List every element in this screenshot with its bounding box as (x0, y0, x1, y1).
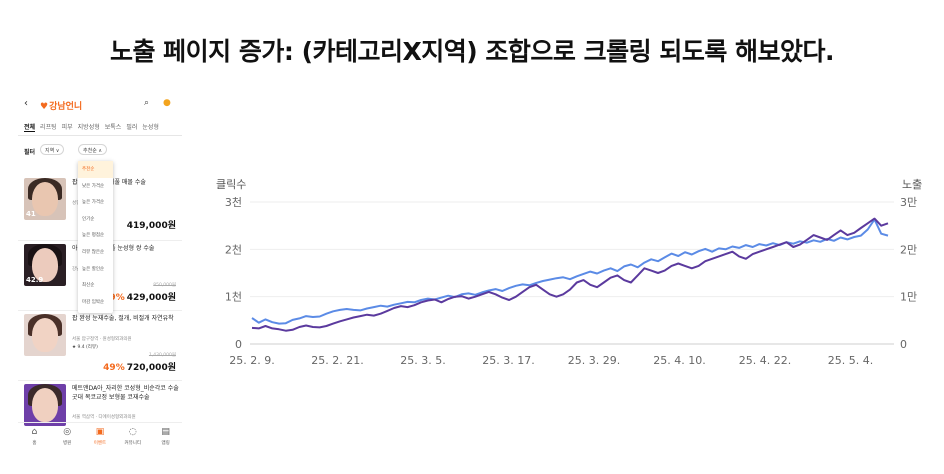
item-title: 메트앤DA아_자리한 코성형_비순각코 수술 굿대 복코교정 보형물 코재수술 (72, 385, 179, 401)
y-axis-left-title: 클릭수 (216, 178, 246, 191)
y-axis-right-title: 노출 (902, 178, 922, 191)
app-screenshot: ‹ ♥강남언니 ⌕ ● 전체 리프팅 피부 지방성형 보톡스 필러 눈성형 필터… (18, 92, 182, 454)
app-top-bar: ‹ ♥강남언니 ⌕ ● (22, 98, 178, 112)
x-tick: 25. 3. 5. (400, 354, 445, 367)
search-icon[interactable]: ⌕ (144, 98, 150, 108)
x-tick: 25. 5. 4. (828, 354, 873, 367)
headline: 노출 페이지 증가: (카테고리X지역) 조합으로 크롤링 되도록 해보았다. (109, 37, 835, 66)
y-tick-right: 0 (900, 338, 907, 351)
item-clinic: 서울 역삼역 · 디에이성형외과의원 (72, 415, 136, 420)
item-price: 720,000원 (126, 363, 176, 373)
tab-botox[interactable]: 보톡스 (104, 124, 122, 131)
tab-skin[interactable]: 피부 (61, 124, 73, 131)
sort-option[interactable]: 추천순 (78, 161, 113, 178)
series-line-clicks (251, 217, 889, 332)
sort-option[interactable]: 높은 평점순 (82, 233, 105, 239)
tab-lifting[interactable]: 리프팅 (40, 124, 57, 131)
category-tabs: 전체 리프팅 피부 지방성형 보톡스 필러 눈성형 (24, 122, 180, 132)
profile-icon[interactable]: ● (163, 98, 171, 108)
x-tick: 25. 3. 17. (482, 354, 534, 367)
nav-app[interactable]: ▤ 앱링 (151, 423, 181, 454)
x-tick: 25. 3. 29. (568, 354, 620, 367)
location-icon: ◎ (63, 427, 72, 437)
gift-icon: ▣ (95, 427, 105, 437)
region-chip[interactable]: 지역 ∨ (40, 144, 65, 155)
sort-chip[interactable]: 추천순 ∧ (78, 144, 108, 155)
item-discount: 49% (103, 293, 125, 303)
y-tick-left: 1천 (225, 290, 242, 304)
sort-option[interactable]: 마감 임박순 (82, 299, 105, 305)
y-tick-right: 1만 (900, 291, 917, 304)
y-tick-right: 2만 (900, 243, 917, 256)
heart-icon: ♥ (40, 102, 49, 112)
back-icon[interactable]: ‹ (24, 98, 28, 109)
list-item[interactable]: 42.9 아 연유착_쌍꺼풀 눈성형 쌍 수술 강남점 의원 850,000원 … (24, 244, 180, 306)
list-item[interactable]: 메트앤DA아_자리한 코성형_비순각코 수술 굿대 복코교정 보형물 코재수술 … (24, 384, 180, 446)
item-title: 아 연유착_쌍꺼풀 눈성형 쌍 수술 (72, 245, 155, 252)
x-tick: 25. 2. 21. (311, 354, 363, 367)
item-clinic: 서울 압구정역 · 원성형외과의원 (72, 337, 132, 342)
chat-icon: ◌ (128, 427, 137, 437)
nav-hospital[interactable]: ◎ 병원 (52, 423, 82, 454)
list-item[interactable]: 팝 완성 눈재수술, 절개, 비절개 자연유착 서울 압구정역 · 원성형외과의… (24, 314, 180, 376)
tab-filler[interactable]: 필러 (126, 124, 138, 131)
item-price: 429,000원 (126, 293, 176, 303)
nav-label: 병원 (63, 441, 72, 446)
y-tick-left: 3천 (225, 195, 242, 209)
divider (18, 380, 182, 381)
series-line-impressions (251, 218, 889, 325)
item-discount: 49% (103, 363, 125, 373)
app-logo-text: 강남언니 (49, 102, 83, 112)
divider (18, 135, 182, 136)
nav-label: 이벤트 (93, 441, 107, 446)
item-rating: ★ 9.4 (리뷰) (72, 345, 98, 350)
performance-chart: 클릭수 노출 0 0 1천 1만 2천 2만 3천 3만 25. 2. 9. 25. 2. 21. 25… (200, 170, 944, 470)
filter-label: 필터 (24, 149, 36, 156)
item-price-row: 49% 429,000원 (103, 290, 176, 303)
item-thumbnail (24, 314, 66, 356)
item-thumbnail: 42.9 (24, 244, 66, 286)
nav-label: 앱링 (161, 441, 170, 446)
sort-option[interactable]: 인기순 (82, 216, 95, 222)
thumb-tag: 41 (26, 210, 36, 218)
sort-option[interactable]: 높은 가격순 (82, 200, 105, 206)
item-thumbnail (24, 384, 66, 426)
item-original-price: 1,430,000원 (148, 353, 176, 358)
tab-all[interactable]: 전체 (24, 124, 36, 132)
bottom-nav: ⌂ 홈 ◎ 병원 ▣ 이벤트 ◌ 커뮤니티 ▤ 앱링 (18, 422, 182, 454)
sort-option[interactable]: 높은 할인순 (82, 266, 105, 272)
item-price-row: 49% 720,000원 (103, 360, 176, 373)
nav-label: 홈 (32, 441, 37, 446)
home-icon: ⌂ (31, 427, 38, 437)
filter-row: 필터 지역 ∨ 추천순 ∧ (24, 144, 180, 156)
nav-home[interactable]: ⌂ 홈 (19, 423, 49, 454)
thumb-tag: 42.9 (26, 276, 44, 284)
nav-event[interactable]: ▣ 이벤트 (85, 423, 115, 454)
nav-community[interactable]: ◌ 커뮤니티 (118, 423, 148, 454)
bookmark-icon: ▤ (161, 427, 170, 437)
item-title: 팝 완성 눈재수술, 절개, 비절개 자연유착 (72, 315, 174, 322)
item-price: 419,000원 (126, 221, 176, 231)
x-tick: 25. 2. 9. (229, 354, 274, 367)
sort-option[interactable]: 낮은 가격순 (82, 183, 105, 189)
line-chart: 클릭수 노출 0 0 1천 1만 2천 2만 3천 3만 25. 2. 9. 25. 2. 21. 25… (216, 178, 922, 367)
tab-fat[interactable]: 지방성형 (77, 124, 100, 131)
x-tick: 25. 4. 10. (653, 354, 705, 367)
nav-label: 커뮤니티 (124, 441, 142, 446)
y-tick-right: 3만 (900, 196, 917, 209)
item-original-price: 850,000원 (153, 283, 176, 288)
sort-dropdown: 추천순 낮은 가격순 높은 가격순 인기순 높은 평점순 리뷰 많은순 높은 할… (78, 161, 113, 313)
item-thumbnail: 41 (24, 178, 66, 220)
app-logo: ♥강남언니 (40, 99, 82, 112)
x-tick: 25. 4. 22. (739, 354, 791, 367)
y-tick-left: 2천 (225, 242, 242, 256)
tab-eye[interactable]: 눈성형 (142, 124, 159, 131)
sort-option[interactable]: 리뷰 많은순 (82, 249, 105, 255)
sort-option[interactable]: 최신순 (82, 283, 95, 289)
y-tick-left: 0 (235, 338, 242, 351)
